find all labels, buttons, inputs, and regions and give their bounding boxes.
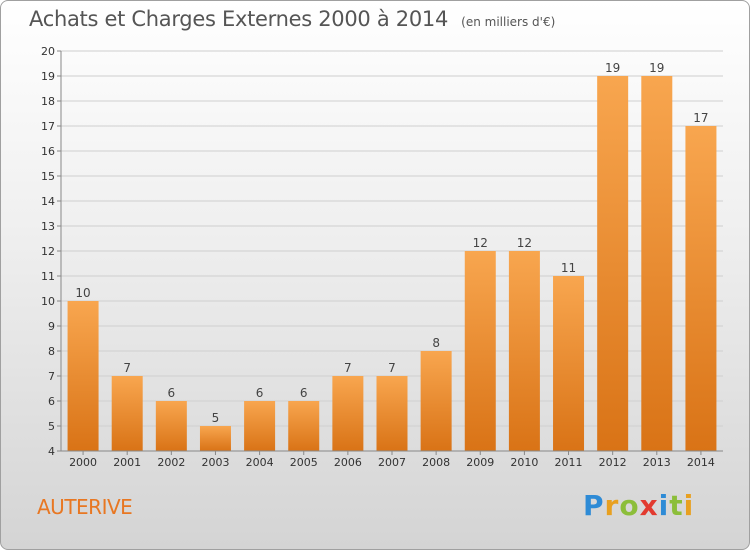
y-tick-label: 7 — [48, 370, 55, 383]
x-tick-label-2000: 2000 — [69, 456, 97, 469]
value-label-2014: 17 — [693, 111, 708, 125]
x-tick-label-2013: 2013 — [643, 456, 671, 469]
logo-letter: P — [583, 489, 605, 522]
bar-2007 — [376, 376, 408, 451]
y-tick-label: 16 — [41, 145, 55, 158]
value-label-2002: 6 — [168, 386, 176, 400]
y-tick-label: 17 — [41, 120, 55, 133]
y-tick-label: 10 — [41, 295, 55, 308]
value-label-2005: 6 — [300, 386, 308, 400]
x-tick-label-2003: 2003 — [201, 456, 229, 469]
bars: 10 7 6 5 6 6 7 7 8 12 12 11 19 19 17 — [67, 61, 717, 451]
y-tick-label: 11 — [41, 270, 55, 283]
proxiti-logo: Proxiti — [583, 489, 694, 522]
y-tick-label: 5 — [48, 420, 55, 433]
bar-2000 — [67, 301, 99, 451]
x-tick-label-2008: 2008 — [422, 456, 450, 469]
y-tick-label: 6 — [48, 395, 55, 408]
title-line: Achats et Charges Externes 2000 à 2014 (… — [29, 7, 555, 31]
bar-2011 — [553, 276, 585, 451]
logo-letter: r — [604, 489, 620, 522]
value-label-2008: 8 — [432, 336, 440, 350]
logo-letter: i — [658, 489, 670, 522]
value-label-2004: 6 — [256, 386, 264, 400]
bar-2010 — [508, 251, 540, 451]
value-label-2011: 11 — [561, 261, 576, 275]
bar-2013 — [641, 76, 673, 451]
bar-2009 — [464, 251, 496, 451]
y-tick-label: 15 — [41, 170, 55, 183]
x-tick-label-2001: 2001 — [113, 456, 141, 469]
value-label-2010: 12 — [517, 236, 532, 250]
y-tick-label: 12 — [41, 245, 55, 258]
value-label-2001: 7 — [123, 361, 131, 375]
axes: 4 5 6 7 8 9 10 11 12 13 14 15 16 17 18 19 20 2000 2001 2002… — [41, 45, 723, 469]
x-tick-label-2004: 2004 — [246, 456, 274, 469]
x-tick-label-2014: 2014 — [687, 456, 715, 469]
bar-2004 — [244, 401, 276, 451]
bar-2008 — [420, 351, 452, 451]
y-tick-label: 9 — [48, 320, 55, 333]
y-tick-label: 20 — [41, 45, 55, 58]
logo-letter: t — [669, 489, 684, 522]
bar-2001 — [111, 376, 143, 451]
bar-2006 — [332, 376, 364, 451]
bar-2003 — [199, 426, 231, 451]
x-tick-label-2011: 2011 — [555, 456, 583, 469]
chart-title: Achats et Charges Externes 2000 à 2014 — [29, 7, 449, 31]
x-tick-label-2007: 2007 — [378, 456, 406, 469]
bar-2005 — [288, 401, 320, 451]
y-tick-label: 18 — [41, 95, 55, 108]
y-tick-label: 14 — [41, 195, 55, 208]
y-tick-label: 4 — [48, 445, 55, 458]
commune-name: AUTERIVE — [37, 495, 133, 519]
x-tick-label-2002: 2002 — [157, 456, 185, 469]
chart-subtitle: (en milliers d'€) — [461, 15, 556, 29]
bar-2002 — [155, 401, 187, 451]
value-label-2013: 19 — [649, 61, 664, 75]
bar-2014 — [685, 126, 717, 451]
y-tick-label: 19 — [41, 70, 55, 83]
value-label-2006: 7 — [344, 361, 352, 375]
logo-letter: o — [619, 489, 640, 522]
x-tick-label-2010: 2010 — [510, 456, 538, 469]
bar-2012 — [597, 76, 629, 451]
value-label-2012: 19 — [605, 61, 620, 75]
value-label-2007: 7 — [388, 361, 396, 375]
x-tick-label-2009: 2009 — [466, 456, 494, 469]
value-label-2009: 12 — [473, 236, 488, 250]
x-tick-label-2006: 2006 — [334, 456, 362, 469]
x-tick-label-2012: 2012 — [599, 456, 627, 469]
logo-letter: i — [683, 489, 695, 522]
value-label-2000: 10 — [75, 286, 90, 300]
x-tick-label-2005: 2005 — [290, 456, 318, 469]
y-tick-label: 13 — [41, 220, 55, 233]
value-label-2003: 5 — [212, 411, 220, 425]
logo-letter: x — [639, 489, 659, 522]
y-tick-label: 8 — [48, 345, 55, 358]
